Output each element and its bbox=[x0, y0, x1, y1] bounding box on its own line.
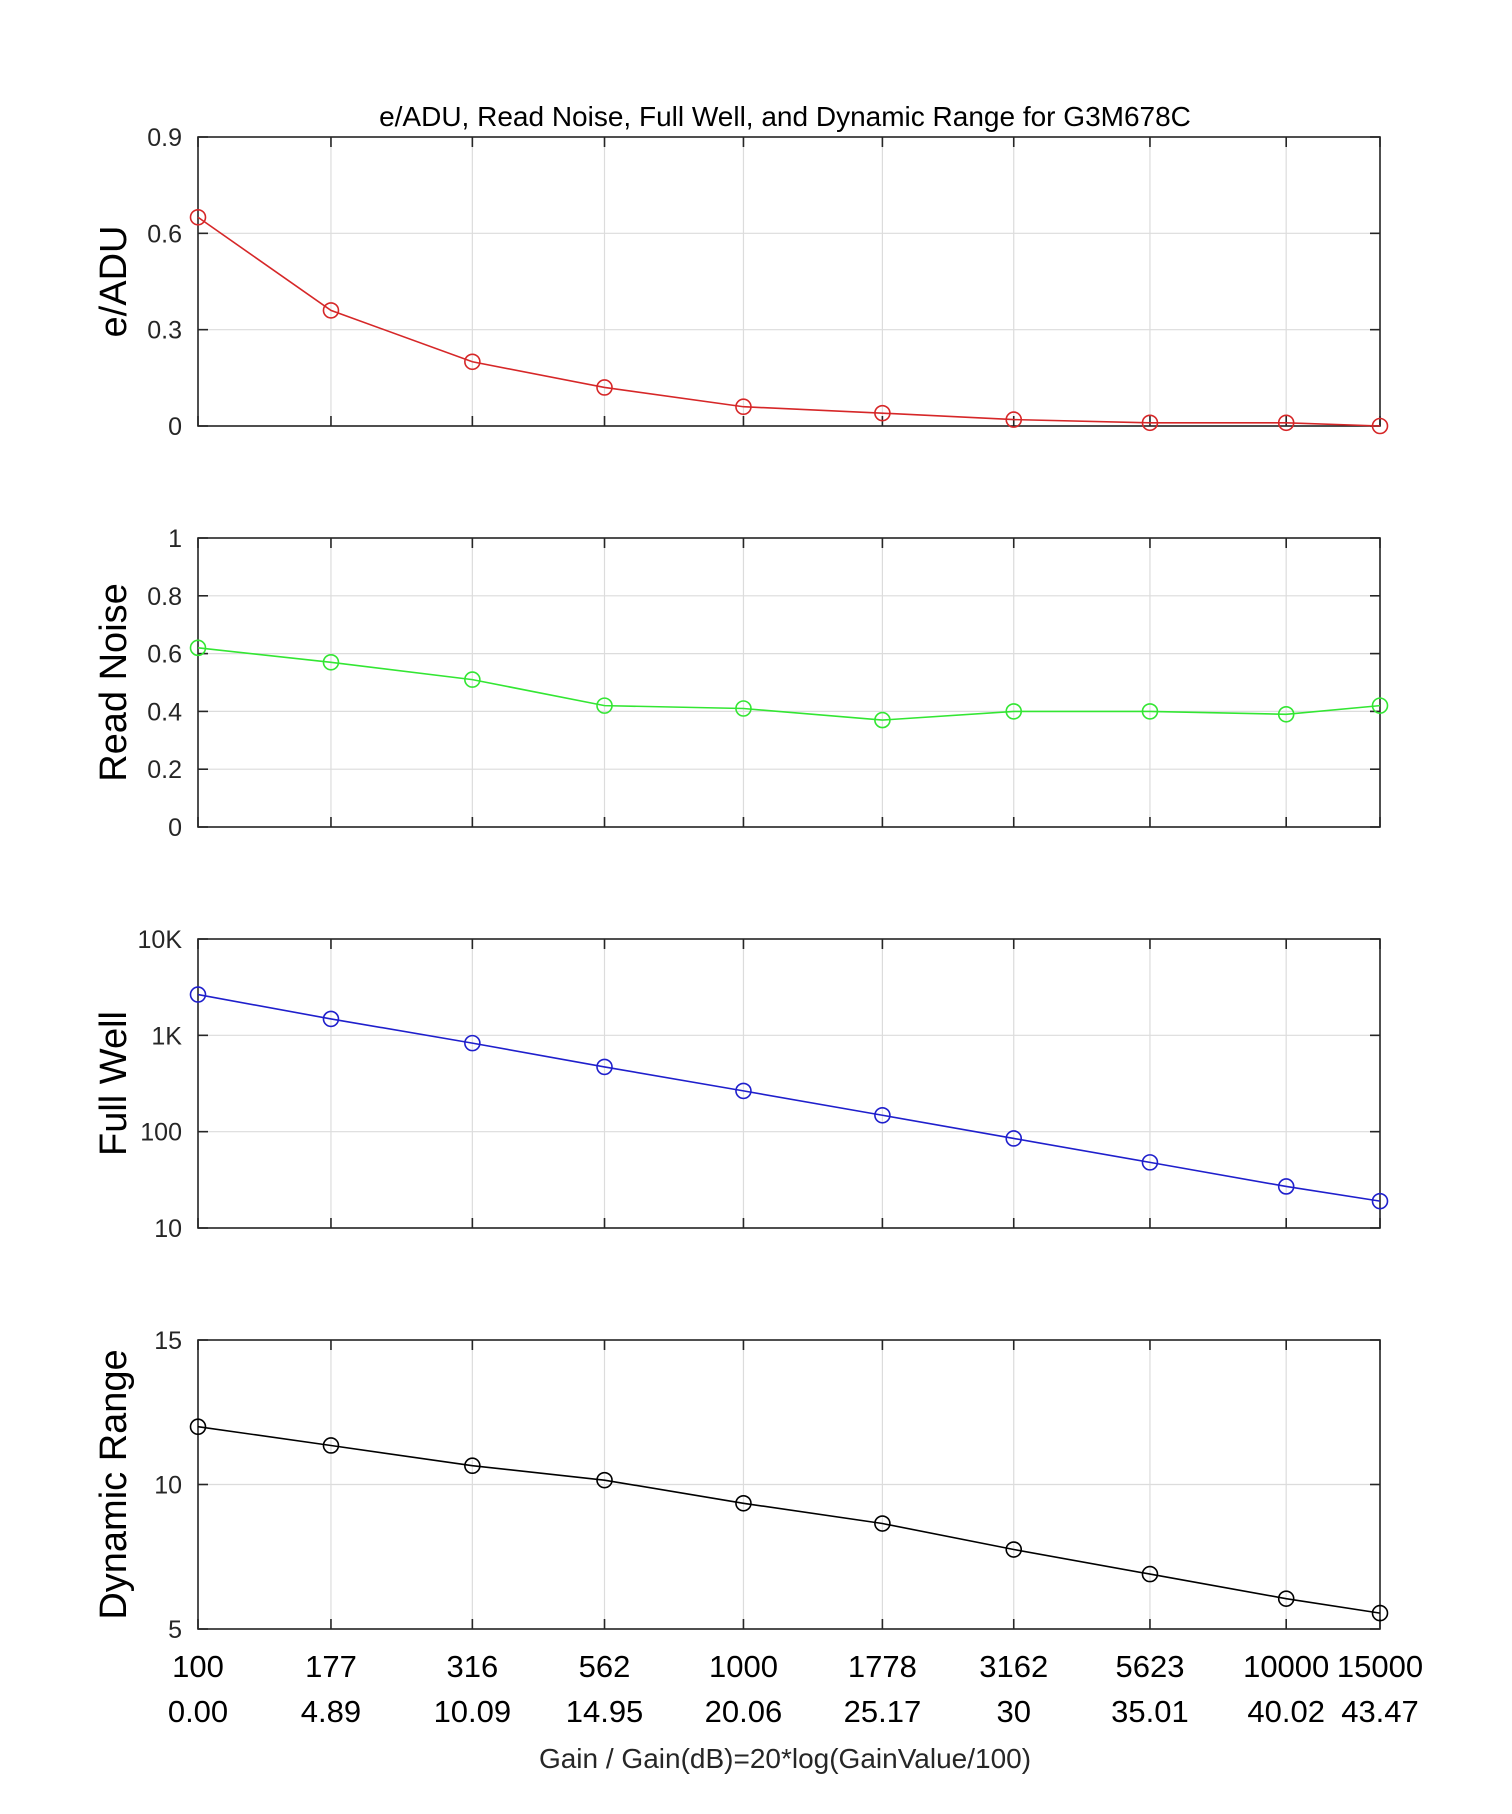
series-line bbox=[197, 993, 1381, 1202]
data-point bbox=[322, 1010, 340, 1028]
data-point bbox=[1005, 1541, 1023, 1558]
data-point bbox=[1277, 1178, 1295, 1195]
y-tick-label: 1K bbox=[151, 1022, 182, 1050]
data-point bbox=[189, 639, 207, 657]
x-tick-label-db: 43.47 bbox=[1341, 1694, 1419, 1729]
y-tick-label: 0 bbox=[168, 413, 182, 441]
data-point bbox=[735, 1082, 752, 1100]
x-tick-label-db: 0.00 bbox=[168, 1694, 228, 1729]
data-point bbox=[735, 398, 752, 416]
data-point bbox=[874, 711, 891, 729]
panel-2: 0 0.2 0.4 0.6 0.8 1 Read Noise bbox=[93, 525, 1389, 842]
y-tick-label: 10K bbox=[138, 926, 183, 954]
y-axis-label: e/ADU bbox=[93, 226, 135, 338]
x-tick-label-gain: 3162 bbox=[979, 1649, 1048, 1684]
panel-1: 0 0.3 0.6 0.9 e/ADU bbox=[93, 124, 1389, 441]
x-tick-label-gain: 1778 bbox=[848, 1649, 917, 1684]
data-point bbox=[1005, 1130, 1023, 1147]
x-axis-tick-labels: 100 0.00 177 4.89 316 10.09 562 14.95 1000 20.06 1… bbox=[168, 1649, 1423, 1729]
data-point bbox=[1141, 1154, 1159, 1171]
data-point bbox=[874, 404, 891, 422]
data-point bbox=[464, 353, 481, 371]
data-point bbox=[1371, 1192, 1389, 1210]
y-tick-label: 0.8 bbox=[147, 583, 182, 611]
series-line bbox=[197, 647, 1381, 721]
data-point bbox=[464, 1457, 481, 1475]
y-tick-label: 0.3 bbox=[147, 317, 182, 345]
panel-3: 10 100 1K 10K Full Well bbox=[93, 926, 1389, 1243]
data-point bbox=[1005, 703, 1023, 720]
x-tick-label-db: 35.01 bbox=[1111, 1694, 1189, 1729]
data-point bbox=[1277, 1590, 1295, 1607]
x-tick-label-gain: 15000 bbox=[1337, 1649, 1423, 1684]
data-point bbox=[322, 653, 340, 671]
y-tick-label: 0.2 bbox=[147, 756, 182, 784]
x-tick-label-gain: 562 bbox=[579, 1649, 631, 1684]
x-tick-label-gain: 177 bbox=[305, 1649, 357, 1684]
data-point bbox=[1371, 1604, 1389, 1622]
plot-area-frame bbox=[197, 136, 1381, 427]
x-tick-label-db: 14.95 bbox=[566, 1694, 644, 1729]
plot-area-frame bbox=[197, 938, 1381, 1229]
data-point bbox=[464, 671, 481, 688]
data-point bbox=[189, 208, 207, 226]
y-axis-label: Full Well bbox=[93, 1011, 135, 1156]
data-point bbox=[322, 302, 340, 319]
y-tick-label: 0 bbox=[168, 814, 182, 842]
x-axis-label: Gain / Gain(dB)=20*log(GainValue/100) bbox=[539, 1743, 1031, 1774]
x-tick-label-gain: 5623 bbox=[1115, 1649, 1184, 1684]
x-tick-label-db: 40.02 bbox=[1247, 1694, 1325, 1729]
y-tick-label: 5 bbox=[168, 1616, 182, 1644]
panel-4: 5 10 15 Dynamic Range bbox=[93, 1327, 1389, 1644]
data-point bbox=[735, 1494, 752, 1512]
data-point bbox=[1277, 414, 1295, 432]
data-point bbox=[464, 1034, 481, 1052]
x-tick-label-db: 20.06 bbox=[705, 1694, 783, 1729]
x-tick-label-gain: 316 bbox=[446, 1649, 498, 1684]
series-line bbox=[197, 216, 1381, 427]
y-axis-label: Read Noise bbox=[93, 583, 135, 782]
x-tick-label-gain: 100 bbox=[172, 1649, 224, 1684]
x-tick-label-gain: 10000 bbox=[1243, 1649, 1329, 1684]
x-tick-label-db: 25.17 bbox=[844, 1694, 922, 1729]
data-point bbox=[1141, 1565, 1159, 1583]
y-tick-label: 10 bbox=[154, 1215, 182, 1243]
x-tick-label-db: 10.09 bbox=[434, 1694, 512, 1729]
y-tick-label: 100 bbox=[140, 1119, 182, 1147]
data-point bbox=[322, 1437, 340, 1454]
chart-panels: 0 0.3 0.6 0.9 e/ADU 0 0.2 0.4 0.6 0.8 1 Read Noise 1… bbox=[93, 124, 1389, 1644]
x-tick-label-db: 4.89 bbox=[301, 1694, 361, 1729]
y-tick-label: 0.6 bbox=[147, 220, 182, 248]
data-point bbox=[1005, 411, 1023, 428]
y-tick-label: 1 bbox=[168, 525, 182, 553]
data-point bbox=[1277, 705, 1295, 723]
plot-area-frame bbox=[197, 537, 1381, 828]
y-tick-label: 0.9 bbox=[147, 124, 182, 152]
data-point bbox=[1141, 414, 1159, 432]
data-point bbox=[874, 1515, 891, 1532]
data-point bbox=[1141, 703, 1159, 720]
y-tick-label: 15 bbox=[154, 1327, 182, 1355]
data-point bbox=[1371, 697, 1389, 714]
y-tick-label: 0.4 bbox=[147, 698, 182, 726]
data-point bbox=[596, 1471, 613, 1489]
y-tick-label: 10 bbox=[154, 1472, 182, 1500]
chart-title: e/ADU, Read Noise, Full Well, and Dynami… bbox=[379, 101, 1191, 132]
x-tick-label-db: 30 bbox=[996, 1694, 1030, 1729]
y-axis-label: Dynamic Range bbox=[93, 1349, 135, 1619]
y-tick-label: 0.6 bbox=[147, 641, 182, 669]
data-point bbox=[596, 1058, 613, 1076]
data-point bbox=[735, 700, 752, 717]
series-line bbox=[197, 1425, 1381, 1614]
data-point bbox=[596, 697, 613, 714]
data-point bbox=[596, 379, 613, 396]
data-point bbox=[874, 1106, 891, 1124]
data-point bbox=[189, 986, 207, 1003]
data-point bbox=[1371, 417, 1389, 435]
x-tick-label-gain: 1000 bbox=[709, 1649, 778, 1684]
data-point bbox=[189, 1418, 207, 1435]
